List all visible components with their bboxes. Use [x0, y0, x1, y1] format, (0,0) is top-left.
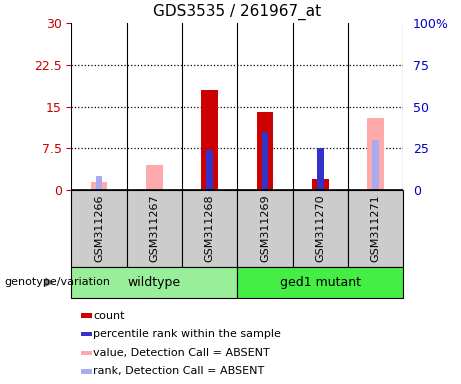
Bar	[317, 148, 324, 190]
Text: GSM311267: GSM311267	[149, 195, 160, 262]
Bar	[367, 118, 384, 190]
Bar	[71, 190, 127, 267]
Text: GSM311266: GSM311266	[94, 195, 104, 262]
Bar	[372, 140, 379, 190]
Bar	[262, 132, 268, 190]
Bar	[146, 165, 163, 190]
Bar	[81, 351, 92, 355]
Bar	[201, 90, 218, 190]
Bar	[81, 313, 92, 318]
Bar	[348, 190, 403, 267]
Text: count: count	[94, 311, 125, 321]
Bar	[257, 112, 273, 190]
Bar	[81, 369, 92, 374]
Text: GSM311269: GSM311269	[260, 195, 270, 262]
Bar	[237, 190, 293, 267]
Bar	[312, 179, 329, 190]
Text: value, Detection Call = ABSENT: value, Detection Call = ABSENT	[94, 348, 270, 358]
Text: GSM311270: GSM311270	[315, 195, 325, 262]
Bar	[96, 176, 102, 190]
Bar	[237, 267, 403, 298]
Text: GSM311268: GSM311268	[205, 195, 215, 262]
Bar	[91, 182, 107, 190]
Text: wildtype: wildtype	[128, 276, 181, 289]
Text: GSM311271: GSM311271	[371, 195, 381, 262]
Bar	[207, 150, 213, 190]
Bar	[71, 267, 237, 298]
Text: rank, Detection Call = ABSENT: rank, Detection Call = ABSENT	[94, 366, 265, 376]
Bar	[293, 190, 348, 267]
Text: genotype/variation: genotype/variation	[5, 277, 111, 287]
Title: GDS3535 / 261967_at: GDS3535 / 261967_at	[154, 4, 321, 20]
Bar	[81, 332, 92, 336]
Bar	[182, 190, 237, 267]
Bar	[127, 190, 182, 267]
Text: ged1 mutant: ged1 mutant	[280, 276, 361, 289]
Text: percentile rank within the sample: percentile rank within the sample	[94, 329, 281, 339]
